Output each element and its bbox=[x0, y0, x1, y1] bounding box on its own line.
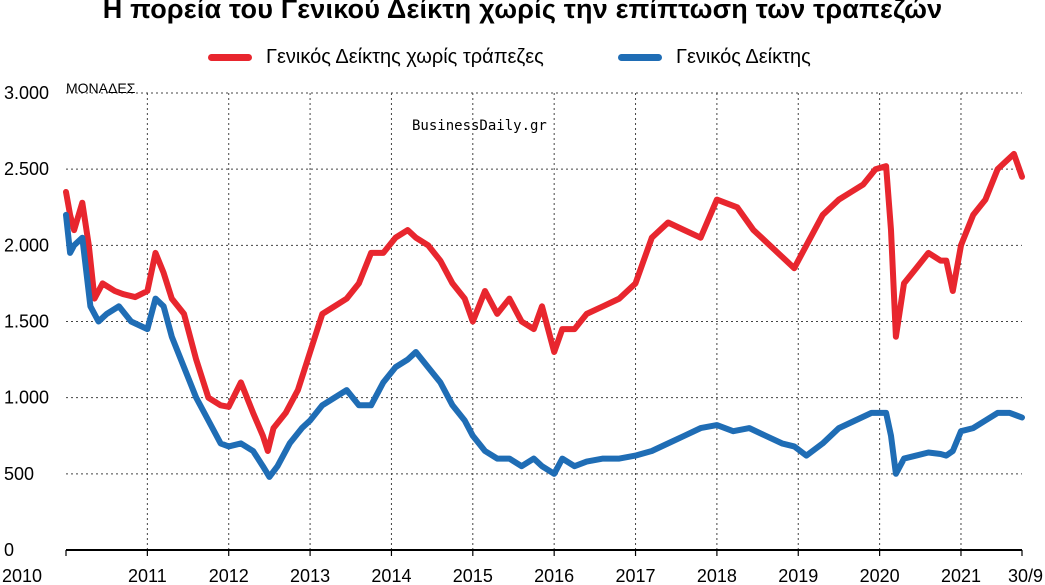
x-tick-label: 30/9 bbox=[1008, 566, 1043, 585]
series-line-general-index bbox=[63, 211, 1025, 480]
watermark-text: BusinessDaily.gr bbox=[412, 118, 547, 134]
y-tick-label: 500 bbox=[4, 464, 34, 484]
x-tick-label: 2015 bbox=[453, 566, 493, 585]
legend-label-general-index: Γενικός Δείκτης bbox=[676, 46, 811, 68]
y-axis-unit-label: ΜΟΝΑΔΕΣ bbox=[66, 80, 136, 96]
legend-swatch-blue bbox=[618, 54, 662, 61]
chart-title: Η πορεία του Γενικού Δείκτη χωρίς την επ… bbox=[102, 0, 943, 24]
legend-item-general-index: Γενικός Δείκτης bbox=[618, 46, 811, 69]
x-tick-label: 2011 bbox=[128, 566, 167, 585]
chart-series bbox=[63, 150, 1025, 480]
x-tick-label: 2021 bbox=[941, 566, 981, 585]
y-tick-label: 1.000 bbox=[4, 388, 49, 408]
y-tick-label: 2.500 bbox=[4, 159, 49, 179]
x-tick-label: 2014 bbox=[371, 566, 411, 585]
x-tick-label: 2013 bbox=[290, 566, 330, 585]
x-tick-label: 2016 bbox=[534, 566, 574, 585]
legend-swatch-red bbox=[208, 54, 252, 61]
chart-axes: 0 500 1.000 1.500 2.000 2.500 3.000 2010 2011 201… bbox=[2, 83, 1043, 585]
x-tick-label: 2017 bbox=[616, 566, 656, 585]
x-tick-label: 2012 bbox=[209, 566, 249, 585]
x-tick-label: 2010 bbox=[2, 566, 42, 585]
x-tick-label: 2019 bbox=[778, 566, 818, 585]
y-tick-label: 0 bbox=[4, 540, 14, 560]
x-tick-label: 2020 bbox=[860, 566, 900, 585]
series-line-general-index-ex-banks bbox=[63, 150, 1025, 454]
x-tick-label: 2018 bbox=[697, 566, 737, 585]
chart-legend: Γενικός Δείκτης χωρίς τράπεζες Γενικός Δ… bbox=[0, 46, 1045, 76]
legend-label-general-index-ex-banks: Γενικός Δείκτης χωρίς τράπεζες bbox=[266, 46, 544, 68]
legend-item-general-index-ex-banks: Γενικός Δείκτης χωρίς τράπεζες bbox=[208, 46, 544, 69]
y-tick-label: 3.000 bbox=[4, 83, 49, 103]
y-tick-label: 2.000 bbox=[4, 235, 49, 255]
y-tick-label: 1.500 bbox=[4, 312, 49, 332]
